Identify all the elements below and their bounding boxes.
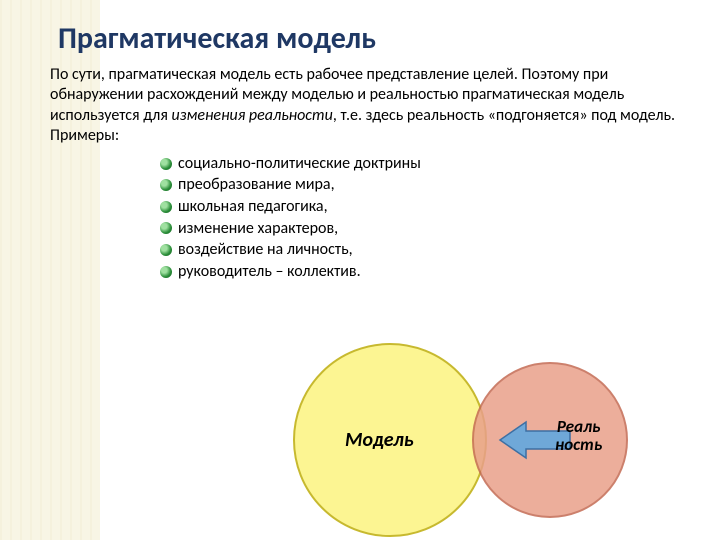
bullet-icon	[160, 201, 172, 213]
bullet-icon	[160, 266, 172, 278]
bullet-text: преобразование мира,	[178, 174, 335, 196]
bullet-text: изменение характеров,	[178, 218, 338, 240]
model-circle	[293, 343, 487, 537]
model-label: Модель	[345, 430, 414, 451]
list-item: преобразование мира,	[160, 174, 690, 196]
para-ital: изменения реальности	[172, 106, 333, 125]
bullet-text: руководитель – коллектив.	[178, 261, 361, 283]
slide-title: Прагматическая модель	[58, 20, 690, 57]
list-item: изменение характеров,	[160, 218, 690, 240]
list-item: руководитель – коллектив.	[160, 261, 690, 283]
slide-content: Прагматическая модель По сути, прагматич…	[0, 0, 720, 282]
bullet-icon	[160, 179, 172, 191]
bullet-text: воздействие на личность,	[178, 239, 353, 261]
list-item: воздействие на личность,	[160, 239, 690, 261]
bullet-list: социально-политические доктрины преобраз…	[160, 153, 690, 283]
reality-label: Реальность	[555, 418, 602, 454]
bullet-text: школьная педагогика,	[178, 196, 328, 218]
list-item: школьная педагогика,	[160, 196, 690, 218]
bullet-icon	[160, 158, 172, 170]
slide-paragraph: По сути, прагматическая модель есть рабо…	[50, 65, 690, 147]
bullet-text: социально-политические доктрины	[178, 153, 421, 175]
bullet-icon	[160, 222, 172, 234]
list-item: социально-политические доктрины	[160, 153, 690, 175]
bullet-icon	[160, 244, 172, 256]
reality-circle	[472, 362, 628, 518]
